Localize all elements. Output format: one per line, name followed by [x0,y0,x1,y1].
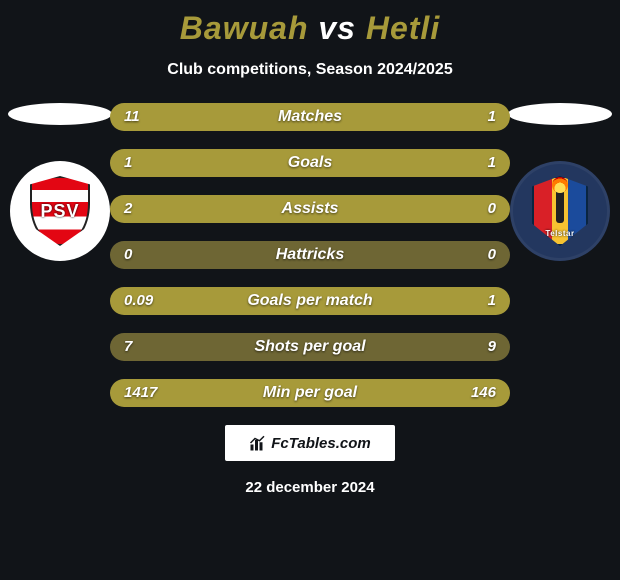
stat-label: Assists [282,200,339,218]
player-right-name: Hetli [366,10,440,46]
stat-row: 0.09 Goals per match 1 [110,287,510,315]
bar-chart-icon [249,434,267,452]
stat-right-value: 0 [488,195,496,223]
stat-row: 0 Hattricks 0 [110,241,510,269]
stat-row: 11 Matches 1 [110,103,510,131]
stat-row: 1417 Min per goal 146 [110,379,510,407]
right-player-block: Telstar [508,103,612,261]
right-team-logo: Telstar [510,161,610,261]
stat-right-value: 9 [488,333,496,361]
brand-label: FcTables.com [271,435,370,452]
stat-label: Hattricks [276,246,344,264]
brand-badge[interactable]: FcTables.com [225,425,395,461]
telstar-crest-text: Telstar [532,229,588,238]
stat-left-value: 0.09 [124,287,153,315]
stat-label: Shots per goal [254,338,365,356]
stat-label: Matches [278,108,342,126]
comparison-title: Bawuah vs Hetli [0,0,620,47]
stat-right-value: 0 [488,241,496,269]
stat-label: Min per goal [263,384,357,402]
stat-left-value: 0 [124,241,132,269]
stat-label: Goals [288,154,332,172]
stat-right-value: 1 [488,149,496,177]
psv-shield-icon: PSV [30,176,90,246]
player-left-name: Bawuah [180,10,309,46]
stat-left-value: 1417 [124,379,157,407]
psv-crest-text: PSV [30,201,90,222]
left-player-block: PSV [8,103,112,261]
stat-label: Goals per match [247,292,372,310]
date-label: 22 december 2024 [0,479,620,496]
player-silhouette-icon [8,103,112,125]
stat-right-value: 1 [488,287,496,315]
telstar-shield-icon: Telstar [532,176,588,246]
stat-right-value: 1 [488,103,496,131]
stat-left-value: 11 [124,103,140,131]
stat-row: 1 Goals 1 [110,149,510,177]
stat-right-value: 146 [471,379,496,407]
content: PSV Telstar 11Matches11Goals12Assists00H… [0,103,620,407]
vs-label: vs [318,10,356,46]
stat-left-value: 2 [124,195,132,223]
stats-table: 11Matches11Goals12Assists00Hattricks00.0… [110,103,510,407]
stat-row: 7 Shots per goal 9 [110,333,510,361]
stat-left-value: 1 [124,149,132,177]
subtitle: Club competitions, Season 2024/2025 [0,61,620,79]
stat-row: 2 Assists 0 [110,195,510,223]
left-team-logo: PSV [10,161,110,261]
stat-left-value: 7 [124,333,132,361]
player-silhouette-icon [508,103,612,125]
